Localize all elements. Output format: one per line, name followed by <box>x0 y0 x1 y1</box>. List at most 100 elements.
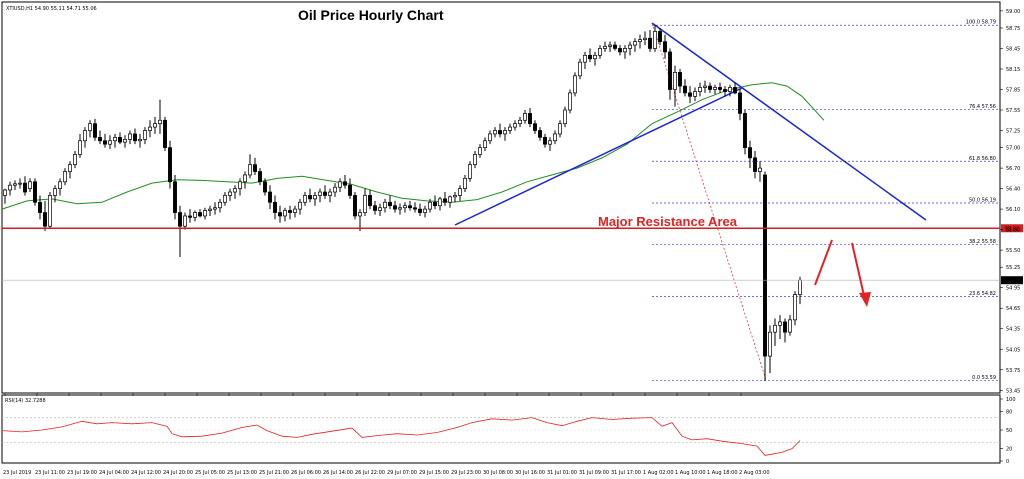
candle[interactable] <box>628 41 632 56</box>
candle[interactable] <box>648 30 652 52</box>
candle[interactable] <box>643 31 647 46</box>
candle[interactable] <box>408 200 412 211</box>
candle[interactable] <box>88 120 92 138</box>
candle[interactable] <box>623 45 627 59</box>
candle[interactable] <box>273 195 277 220</box>
candle[interactable] <box>793 291 797 326</box>
candle[interactable] <box>188 209 192 223</box>
candle[interactable] <box>548 137 552 152</box>
candle[interactable] <box>553 130 557 145</box>
candle[interactable] <box>403 202 407 213</box>
candle[interactable] <box>778 315 782 339</box>
candle[interactable] <box>578 58 582 80</box>
candle[interactable] <box>653 25 657 52</box>
candle[interactable] <box>163 116 167 152</box>
candle[interactable] <box>183 212 187 230</box>
candle[interactable] <box>53 185 57 203</box>
candle[interactable] <box>593 51 597 66</box>
candle[interactable] <box>363 188 367 216</box>
candle[interactable] <box>598 45 602 59</box>
candle[interactable] <box>43 200 47 231</box>
candle[interactable] <box>318 188 322 203</box>
candle[interactable] <box>128 130 132 145</box>
candle[interactable] <box>353 192 357 220</box>
candle[interactable] <box>718 82 722 93</box>
candle[interactable] <box>748 140 752 169</box>
candle[interactable] <box>493 127 497 138</box>
candle[interactable] <box>263 178 267 196</box>
candle[interactable] <box>713 84 717 95</box>
candle[interactable] <box>158 99 162 134</box>
candle[interactable] <box>78 133 82 158</box>
candle[interactable] <box>173 174 177 220</box>
candle[interactable] <box>388 195 392 210</box>
candle[interactable] <box>483 137 487 152</box>
candle[interactable] <box>13 180 17 190</box>
candle[interactable] <box>258 168 262 186</box>
candle[interactable] <box>198 209 202 218</box>
candle[interactable] <box>453 192 457 203</box>
candle[interactable] <box>133 128 137 145</box>
candle[interactable] <box>298 198 302 215</box>
candle[interactable] <box>8 181 12 196</box>
candle[interactable] <box>438 196 442 211</box>
candle[interactable] <box>343 174 347 189</box>
candle[interactable] <box>18 178 22 189</box>
candle[interactable] <box>278 205 282 223</box>
candle[interactable] <box>293 205 297 218</box>
candle[interactable] <box>393 200 397 213</box>
candle[interactable] <box>153 116 157 134</box>
candle[interactable] <box>538 127 542 141</box>
candle[interactable] <box>58 178 62 196</box>
candle[interactable] <box>98 130 102 145</box>
candle[interactable] <box>338 178 342 193</box>
candle[interactable] <box>753 151 757 179</box>
candle[interactable] <box>673 65 677 107</box>
candle[interactable] <box>208 205 212 216</box>
candle[interactable] <box>413 202 417 213</box>
candle[interactable] <box>23 176 27 196</box>
candle[interactable] <box>333 183 337 197</box>
candle[interactable] <box>63 168 67 186</box>
candle[interactable] <box>238 178 242 196</box>
candle[interactable] <box>243 171 247 189</box>
candle[interactable] <box>328 188 332 203</box>
candle[interactable] <box>418 203 422 216</box>
candle[interactable] <box>73 151 77 169</box>
candle[interactable] <box>308 188 312 203</box>
candle[interactable] <box>148 120 152 138</box>
candle[interactable] <box>233 185 237 199</box>
candle[interactable] <box>708 82 712 93</box>
candle[interactable] <box>103 133 107 148</box>
candle[interactable] <box>568 89 572 114</box>
candle[interactable] <box>573 72 577 97</box>
candle[interactable] <box>228 188 232 201</box>
candle[interactable] <box>468 161 472 182</box>
candle[interactable] <box>433 195 437 210</box>
candle[interactable] <box>603 41 607 52</box>
candle[interactable] <box>168 140 172 189</box>
candle[interactable] <box>788 315 792 336</box>
candle[interactable] <box>543 133 547 148</box>
candle[interactable] <box>108 135 112 149</box>
candle[interactable] <box>738 89 742 121</box>
candle[interactable] <box>378 203 382 216</box>
candle[interactable] <box>508 123 512 134</box>
candle[interactable] <box>473 151 477 169</box>
candle[interactable] <box>758 161 762 182</box>
candle[interactable] <box>443 192 447 206</box>
candle[interactable] <box>313 192 317 206</box>
candle[interactable] <box>533 120 537 134</box>
candle[interactable] <box>478 144 482 158</box>
candle[interactable] <box>268 185 272 210</box>
candle[interactable] <box>618 45 622 56</box>
candle[interactable] <box>33 178 37 206</box>
candle[interactable] <box>83 127 87 148</box>
candle[interactable] <box>608 41 612 52</box>
candle[interactable] <box>448 195 452 208</box>
candle[interactable] <box>668 48 672 100</box>
candle[interactable] <box>678 68 682 93</box>
candle[interactable] <box>203 207 207 220</box>
candle[interactable] <box>213 202 217 215</box>
